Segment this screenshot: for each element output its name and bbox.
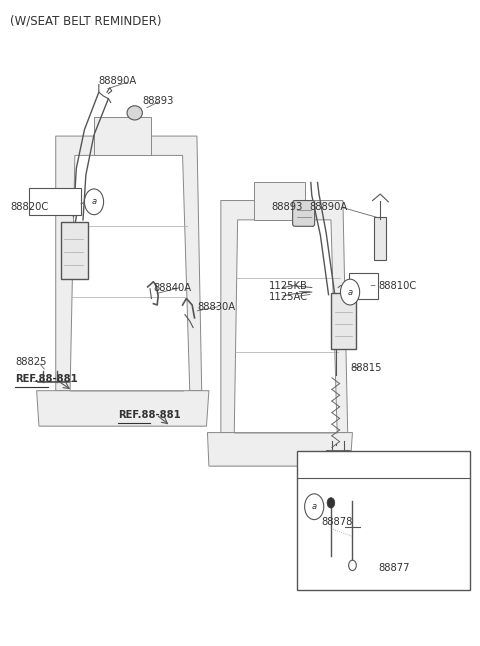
Circle shape — [340, 279, 360, 305]
Text: a: a — [348, 287, 353, 297]
Polygon shape — [207, 433, 352, 466]
Text: 88890A: 88890A — [99, 76, 137, 87]
Circle shape — [84, 189, 104, 214]
Text: 88820C: 88820C — [10, 202, 48, 212]
Text: 88893: 88893 — [271, 202, 302, 212]
Text: REF.88-881: REF.88-881 — [15, 374, 78, 384]
Ellipse shape — [127, 106, 143, 120]
Text: 88877: 88877 — [379, 563, 410, 573]
Polygon shape — [94, 117, 152, 156]
FancyBboxPatch shape — [331, 293, 356, 349]
Text: REF.88-881: REF.88-881 — [118, 410, 180, 419]
Circle shape — [348, 560, 356, 570]
Text: a: a — [312, 502, 317, 511]
Polygon shape — [254, 182, 305, 220]
Text: 88825: 88825 — [15, 357, 47, 367]
FancyBboxPatch shape — [374, 217, 386, 260]
Text: a: a — [92, 197, 96, 206]
Circle shape — [327, 497, 335, 508]
Polygon shape — [221, 200, 348, 433]
FancyBboxPatch shape — [298, 452, 470, 590]
Text: (W/SEAT BELT REMINDER): (W/SEAT BELT REMINDER) — [10, 15, 162, 28]
Text: 88815: 88815 — [350, 363, 382, 373]
Polygon shape — [36, 391, 209, 426]
Text: 88893: 88893 — [142, 96, 173, 105]
Text: 1125KB: 1125KB — [269, 280, 308, 291]
Text: 88840A: 88840A — [154, 282, 192, 293]
Text: 1125AC: 1125AC — [269, 292, 308, 302]
Text: 88830A: 88830A — [197, 302, 235, 312]
FancyBboxPatch shape — [61, 222, 88, 279]
Text: 88878: 88878 — [322, 517, 353, 526]
Text: 88890A: 88890A — [310, 202, 348, 212]
Polygon shape — [56, 136, 202, 391]
Circle shape — [305, 494, 324, 519]
FancyBboxPatch shape — [293, 200, 315, 226]
Text: 88810C: 88810C — [379, 280, 417, 291]
FancyBboxPatch shape — [349, 273, 378, 298]
FancyBboxPatch shape — [29, 187, 81, 214]
